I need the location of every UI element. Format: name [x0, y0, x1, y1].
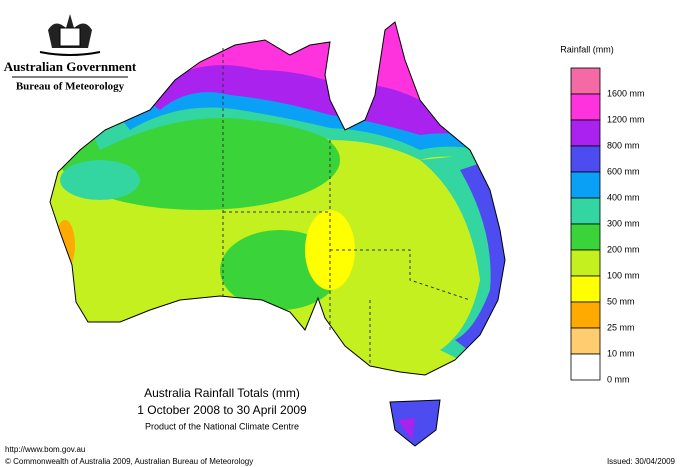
coat-of-arms [39, 14, 101, 56]
legend-label: 600 mm [607, 166, 640, 176]
legend-swatch [570, 301, 601, 329]
legend-label: 200 mm [607, 244, 640, 254]
legend-label: 400 mm [607, 192, 640, 202]
legend-label: 300 mm [607, 218, 640, 228]
map-credit: Product of the National Climate Centre [145, 421, 299, 431]
tasmania [389, 399, 441, 447]
rainfall-map [50, 22, 505, 375]
legend-label: 0 mm [607, 374, 630, 384]
government-name: Australian Government [4, 59, 137, 74]
legend-label: 50 mm [607, 296, 635, 306]
legend-label: 1200 mm [607, 114, 645, 124]
legend-swatch [570, 249, 601, 277]
map-title: Australia Rainfall Totals (mm) [144, 386, 300, 400]
legend-swatch [570, 327, 601, 355]
coastline [49, 21, 506, 376]
legend-swatch [570, 67, 601, 95]
tasmania-west [398, 418, 415, 440]
legend: Rainfall (mm) 1600 mm 1200 mm 800 mm 600 mm… [560, 44, 644, 384]
legend-swatch [570, 171, 601, 199]
legend-swatch [570, 223, 601, 251]
legend-title: Rainfall (mm) [560, 44, 614, 54]
legend-swatch [570, 275, 601, 303]
legend-swatch [570, 119, 601, 147]
state-borders [222, 48, 471, 366]
footer-url: http://www.bom.gov.au [5, 445, 85, 454]
legend-label: 100 mm [607, 270, 640, 280]
legend-label: 10 mm [607, 348, 635, 358]
map-period: 1 October 2008 to 30 April 2009 [137, 403, 307, 417]
legend-swatch [570, 197, 601, 225]
legend-swatch [570, 353, 601, 381]
legend-label: 800 mm [607, 140, 640, 150]
legend-label: 25 mm [607, 322, 635, 332]
legend-label: 1600 mm [607, 88, 645, 98]
agency-name: Bureau of Meteorology [16, 81, 125, 93]
footer-copyright: © Commonwealth of Australia 2009, Austra… [5, 457, 253, 466]
legend-swatch [570, 145, 601, 173]
legend-swatch [570, 93, 601, 121]
footer-issued: Issued: 30/04/2009 [607, 457, 676, 466]
